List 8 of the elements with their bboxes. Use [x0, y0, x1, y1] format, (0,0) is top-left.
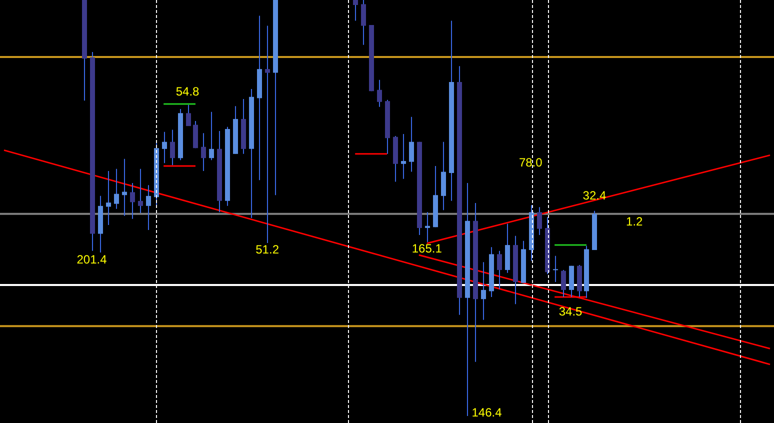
annotation: 146.4 — [472, 405, 502, 420]
annotation: 78.0 — [518, 155, 543, 170]
annotation: 32.4 — [582, 188, 606, 202]
annotation: 51.2 — [256, 242, 280, 256]
annotation: 1.2 — [626, 214, 644, 228]
annotation: 201.4 — [76, 252, 108, 266]
annotation: 54.8 — [176, 84, 200, 98]
annotation: 165.1 — [412, 241, 442, 256]
